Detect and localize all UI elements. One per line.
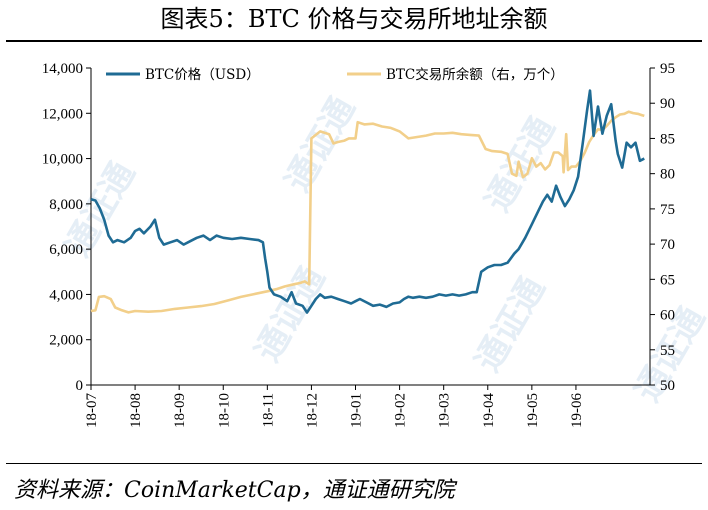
x-axis-tick-label: 18-08: [128, 393, 144, 428]
series-layer: [90, 89, 645, 314]
source-note: 资料来源：CoinMarketCap，通证通研究院: [14, 478, 455, 503]
x-axis-tick-label: 18-11: [260, 393, 276, 427]
left-axis-tick-label: 8,000: [49, 197, 83, 213]
legend: BTC价格（USD） BTC交易所余额（右，万个）: [106, 66, 564, 83]
chart-title: 图表5：BTC 价格与交易所地址余额: [160, 5, 548, 33]
left-axis-tick-label: 12,000: [42, 106, 83, 122]
x-axis-tick-label: 18-12: [304, 393, 320, 428]
left-axis-tick-label: 6,000: [49, 242, 83, 258]
right-axis-tick-label: 95: [660, 61, 675, 77]
right-axis-tick-label: 85: [660, 131, 675, 147]
right-axis-tick-label: 75: [660, 202, 675, 218]
series-line-exchange-balance: [90, 110, 645, 314]
left-axis-tick-label: 0: [76, 378, 84, 394]
source-divider: [6, 463, 702, 464]
left-axis-tick-label: 4,000: [49, 287, 83, 303]
left-axis-tick-label: 10,000: [42, 152, 83, 168]
watermark-text: 通证通: [248, 260, 334, 368]
x-axis-tick-label: 19-01: [349, 393, 365, 428]
x-axis-tick-label: 19-06: [569, 393, 585, 428]
x-axis-tick-label: 18-07: [84, 393, 100, 428]
right-axis-tick-label: 90: [660, 96, 675, 112]
left-axis-tick-label: 2,000: [49, 333, 83, 349]
axes: 0 2,000 4,000 6,000 8,000 10,000 12,000 14,000 5…: [42, 61, 675, 428]
legend-label-exchange-balance: BTC交易所余额（右，万个）: [386, 66, 564, 83]
right-axis-tick-label: 50: [660, 378, 675, 394]
title-divider: [6, 40, 702, 42]
series-line-btc-price: [90, 89, 645, 314]
watermark-text: 通证通: [468, 270, 554, 378]
right-axis-tick-label: 65: [660, 272, 675, 288]
left-axis-tick-label: 14,000: [42, 61, 83, 77]
right-axis-tick-label: 70: [660, 237, 675, 253]
x-axis-tick-label: 19-02: [393, 393, 409, 428]
legend-label-btc-price: BTC价格（USD）: [145, 67, 260, 83]
x-axis-tick-label: 18-10: [216, 393, 232, 428]
x-axis-tick-label: 19-05: [525, 393, 541, 428]
x-axis-tick-label: 18-09: [172, 393, 188, 428]
right-axis-tick-label: 80: [660, 167, 675, 183]
x-axis-tick-label: 19-03: [437, 393, 453, 428]
x-axis-tick-label: 19-04: [481, 393, 497, 428]
right-axis-tick-label: 60: [660, 308, 675, 324]
watermark-text: 通证通: [278, 90, 364, 198]
right-axis-tick-label: 55: [660, 343, 675, 359]
